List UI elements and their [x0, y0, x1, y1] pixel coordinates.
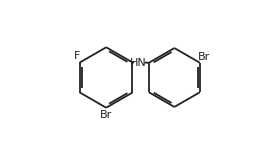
Text: Br: Br	[100, 111, 112, 120]
Text: HN: HN	[130, 58, 147, 68]
Text: Br: Br	[198, 52, 210, 62]
Text: F: F	[74, 51, 80, 62]
